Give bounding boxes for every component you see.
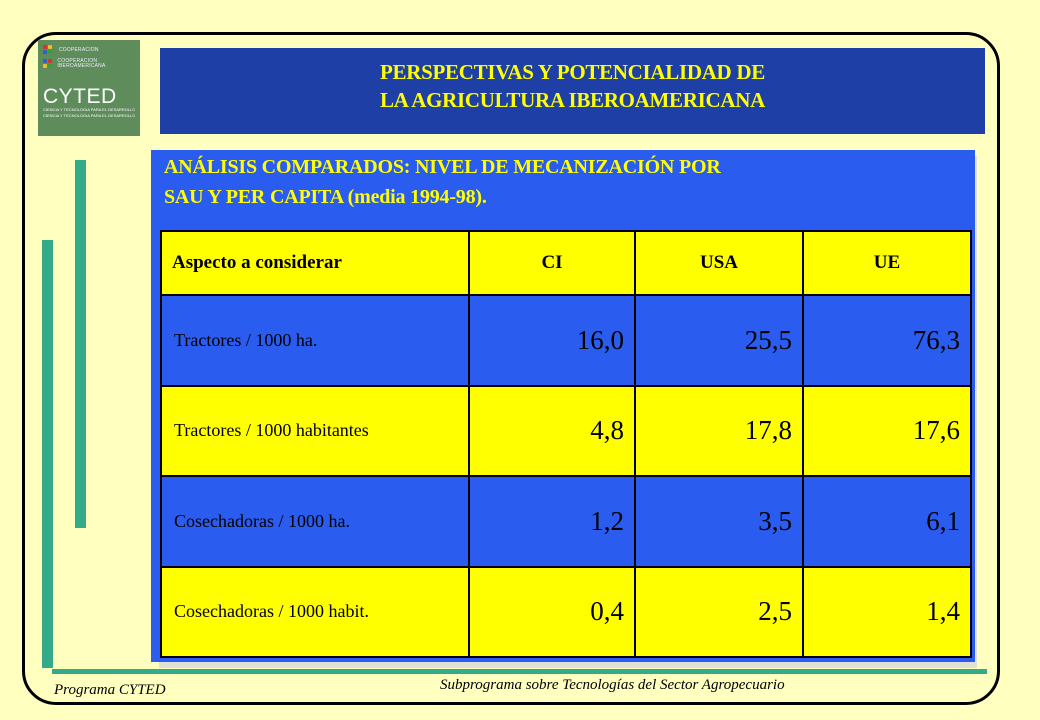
- table-header-row: Aspecto a considerar CI USA UE: [160, 230, 972, 296]
- column-header-ue: UE: [802, 230, 972, 296]
- column-header-usa: USA: [634, 230, 804, 296]
- row-label: Tractores / 1000 habitantes: [160, 384, 470, 477]
- comparison-table-wrap: Aspecto a considerar CI USA UE Tractores…: [160, 230, 972, 658]
- cell-ci: 4,8: [468, 384, 636, 477]
- footer-program: Programa CYTED: [54, 682, 166, 698]
- table-row: Cosechadoras / 1000 habit. 0,4 2,5 1,4: [160, 565, 972, 658]
- cell-ue: 1,4: [802, 565, 972, 658]
- row-label: Cosechadoras / 1000 habit.: [160, 565, 470, 658]
- row-label: Tractores / 1000 ha.: [160, 294, 470, 387]
- title-line-2: LA AGRICULTURA IBEROAMERICANA: [380, 88, 765, 112]
- bottom-rule: [52, 669, 987, 674]
- table-row: Cosechadoras / 1000 ha. 1,2 3,5 6,1: [160, 475, 972, 568]
- cell-ci: 1,2: [468, 475, 636, 568]
- title-line-1: PERSPECTIVAS Y POTENCIALIDAD DE: [380, 60, 765, 84]
- cell-usa: 2,5: [634, 565, 804, 658]
- cell-ci: 0,4: [468, 565, 636, 658]
- row-label: Cosechadoras / 1000 ha.: [160, 475, 470, 568]
- subtitle-line-1: ANÁLISIS COMPARADOS: NIVEL DE MECANIZACI…: [164, 156, 721, 178]
- logo-org-line2: COOPERACION IBEROAMERICANA: [57, 58, 106, 69]
- table-row: Tractores / 1000 habitantes 4,8 17,8 17,…: [160, 384, 972, 477]
- subtitle-line-2: SAU Y PER CAPITA (media 1994-98).: [164, 186, 487, 208]
- column-header-ci: CI: [468, 230, 636, 296]
- logo-org-line1: COOPERACION: [59, 46, 99, 53]
- cell-usa: 3,5: [634, 475, 804, 568]
- cyted-logo: COOPERACION COOPERACION IBEROAMERICANA C…: [38, 40, 140, 136]
- footer-subprogram: Subprograma sobre Tecnologías del Sector…: [440, 677, 785, 693]
- cell-ue: 17,6: [802, 384, 972, 477]
- cell-ue: 6,1: [802, 475, 972, 568]
- comparison-table: Aspecto a considerar CI USA UE Tractores…: [160, 230, 972, 658]
- cell-ue: 76,3: [802, 294, 972, 387]
- cell-usa: 17,8: [634, 384, 804, 477]
- rounded-frame: [22, 32, 1000, 705]
- logo-mark-icon: [43, 45, 55, 55]
- logo-tagline-2: CIENCIA Y TECNOLOGIA PARA EL DESARROLLO: [43, 113, 135, 118]
- title-box: PERSPECTIVAS Y POTENCIALIDAD DE LA AGRIC…: [160, 48, 985, 134]
- cell-ci: 16,0: [468, 294, 636, 387]
- accent-bar-1: [75, 160, 86, 528]
- section-subtitle: ANÁLISIS COMPARADOS: NIVEL DE MECANIZACI…: [164, 152, 964, 212]
- logo-brand: CYTED: [43, 85, 117, 108]
- accent-bar-2: [42, 240, 53, 668]
- table-row: Tractores / 1000 ha. 16,0 25,5 76,3: [160, 294, 972, 387]
- logo-mark-icon: [43, 59, 53, 69]
- column-header-aspect: Aspecto a considerar: [160, 230, 470, 296]
- logo-tagline-1: CIENCIA Y TECNOLOGIA PARA EL DESARROLLO: [43, 107, 135, 112]
- cell-usa: 25,5: [634, 294, 804, 387]
